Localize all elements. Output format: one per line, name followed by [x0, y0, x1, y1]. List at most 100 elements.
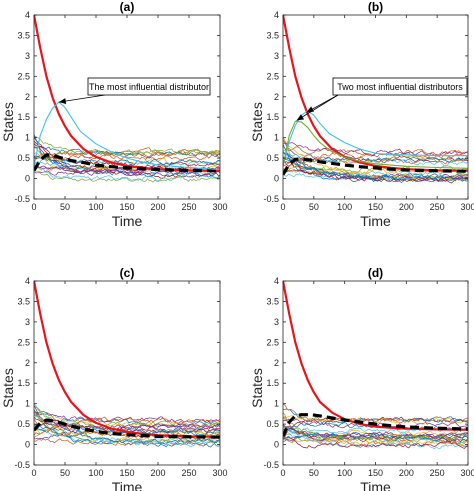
x-tick-label: 150: [368, 468, 383, 478]
y-tick-label: 2: [274, 92, 279, 102]
y-tick-label: 1: [25, 133, 30, 143]
annotation-arrow-line: [296, 94, 339, 121]
decay-curve: [283, 281, 468, 431]
y-tick-label: 0: [274, 174, 279, 184]
x-tick-label: 300: [212, 468, 227, 478]
x-tick-label: 150: [119, 468, 134, 478]
panel-title: (d): [368, 266, 383, 280]
x-tick-label: 200: [150, 468, 165, 478]
y-tick-label: 3: [274, 51, 279, 61]
trajectory-line: [34, 414, 220, 448]
y-tick-label: -0.5: [14, 194, 30, 204]
x-tick-label: 0: [280, 468, 285, 478]
trajectory-line: [34, 163, 220, 181]
x-tick-label: 150: [368, 202, 383, 212]
x-tick-label: 200: [399, 202, 414, 212]
influential-trajectory-3: [283, 120, 468, 169]
y-tick-label: 1: [274, 133, 279, 143]
x-tick-label: 50: [309, 468, 319, 478]
annotation: The most influential distributor: [58, 77, 211, 104]
y-tick-label: 4: [25, 276, 30, 286]
x-tick-label: 250: [181, 202, 196, 212]
x-axis-label: Time: [360, 213, 391, 229]
y-tick-label: 3: [274, 317, 279, 327]
plot-lines: [283, 281, 468, 450]
y-tick-label: 3: [25, 317, 30, 327]
y-tick-label: 3.5: [266, 30, 279, 40]
trajectory-line: [283, 154, 468, 176]
trajectory-line: [283, 172, 468, 181]
chart-panel-1: 0 50 100 150 200 250 300-0.500.511.522.533.54(…: [0, 0, 228, 229]
trajectory-line: [34, 153, 220, 161]
plot-lines: [34, 281, 220, 448]
y-tick-label: 3.5: [17, 296, 30, 306]
annotation-box: [332, 77, 468, 96]
panel-title: (c): [120, 266, 135, 280]
trajectory-line: [283, 437, 468, 449]
y-tick-label: 0: [25, 174, 30, 184]
trajectory-line: [34, 423, 220, 445]
x-tick-label: 300: [460, 468, 474, 478]
y-tick-label: 2: [25, 358, 30, 368]
annotation-arrowhead: [296, 114, 305, 121]
y-tick-label: 4: [274, 276, 279, 286]
x-tick-label: 0: [31, 202, 36, 212]
trajectory-line: [283, 157, 468, 182]
trajectory-line: [34, 423, 220, 440]
annotation: Two most influential distributors: [296, 77, 468, 121]
y-tick-label: -0.5: [263, 460, 279, 470]
y-tick-label: 2.5: [17, 71, 30, 81]
y-tick-label: 2: [25, 92, 30, 102]
x-axis-label: Time: [360, 479, 391, 491]
chart-panel-3: 0 50 100 150 200 250 300-0.500.511.522.533.54(…: [0, 266, 228, 491]
annotation-box: [87, 77, 211, 96]
x-tick-label: 200: [399, 468, 414, 478]
decay-curve: [34, 281, 220, 438]
trajectory-line: [34, 412, 220, 423]
y-tick-label: 2.5: [266, 71, 279, 81]
trajectory-line: [34, 149, 220, 170]
trajectory-line: [283, 411, 468, 442]
x-axis-label: Time: [112, 479, 143, 491]
annotation-arrow-line: [58, 94, 106, 103]
y-tick-label: 2.5: [17, 337, 30, 347]
trajectory-line: [283, 416, 468, 434]
y-axis-label: States: [249, 102, 265, 142]
chart-panel-4: 0 50 100 150 200 250 300-0.500.511.522.533.54(…: [249, 266, 474, 491]
trajectory-line: [283, 416, 468, 439]
x-tick-label: 250: [430, 468, 445, 478]
y-tick-label: 0.5: [17, 153, 30, 163]
y-tick-label: 1.5: [17, 378, 30, 388]
trajectory-line: [283, 168, 468, 182]
y-tick-label: 4: [25, 10, 30, 20]
y-tick-label: 1.5: [17, 112, 30, 122]
x-tick-label: 100: [88, 468, 103, 478]
y-tick-label: -0.5: [14, 460, 30, 470]
y-axis-label: States: [249, 368, 265, 408]
y-tick-label: 0.5: [17, 419, 30, 429]
trajectory-line: [283, 436, 468, 446]
trajectory-line: [283, 428, 468, 441]
y-tick-label: 0: [25, 440, 30, 450]
panel-title: (a): [120, 0, 135, 14]
panel-title: (b): [368, 0, 383, 14]
mean-curve: [283, 413, 468, 438]
x-tick-label: 300: [460, 202, 474, 212]
trajectory-line: [34, 165, 220, 177]
trajectory-line: [34, 403, 220, 447]
plot-lines: [34, 15, 220, 183]
y-tick-label: 0.5: [266, 419, 279, 429]
x-tick-label: 0: [31, 468, 36, 478]
annotation-arrowhead: [58, 98, 67, 104]
y-tick-label: 1: [25, 399, 30, 409]
mean-curve: [34, 153, 220, 173]
y-tick-label: 2.5: [266, 337, 279, 347]
mean-curve: [34, 418, 220, 439]
y-axis-label: States: [0, 102, 16, 142]
mean-curve: [283, 157, 468, 176]
influential-trajectory-2: [34, 101, 220, 171]
trajectory-line: [283, 146, 468, 158]
y-axis-label: States: [0, 368, 16, 408]
trajectory-line: [34, 155, 220, 166]
